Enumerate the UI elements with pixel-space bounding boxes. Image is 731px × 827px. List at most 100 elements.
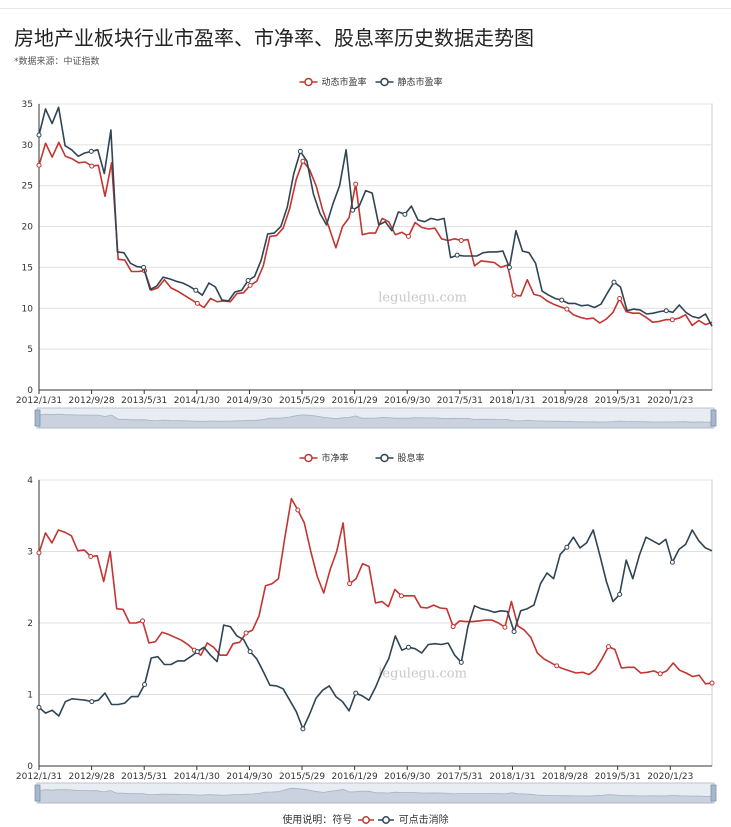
x-tick-label: 2019/5/31	[595, 396, 641, 406]
y-tick-label: 25	[22, 182, 33, 192]
data-point	[564, 544, 570, 550]
y-tick-label: 4	[27, 476, 33, 486]
data-zoom-slider[interactable]	[34, 407, 717, 429]
series-line-1	[38, 497, 713, 685]
x-tick-label: 2016/9/30	[384, 396, 430, 406]
x-tick-label: 2020/1/23	[647, 396, 693, 406]
x-tick-label: 2014/9/30	[226, 396, 272, 406]
usage-note-prefix: 使用说明：符号	[282, 815, 353, 826]
y-tick-label: 0	[27, 762, 33, 772]
legend-circle-icon	[380, 77, 389, 87]
zoom-handle-right[interactable]	[710, 784, 717, 802]
x-tick-label: 2012/9/28	[69, 396, 115, 406]
x-tick-label: 2016/1/29	[332, 772, 378, 782]
y-tick-label: 35	[22, 100, 33, 110]
data-point	[89, 699, 95, 705]
data-point	[605, 644, 611, 650]
data-point	[611, 279, 617, 285]
x-tick-label: 2015/5/29	[279, 396, 325, 406]
x-tick-label: 2014/9/30	[226, 772, 272, 782]
zoom-preview-area	[38, 787, 713, 804]
data-point	[300, 726, 306, 732]
data-point	[347, 581, 353, 587]
data-source-note: *数据来源：中证指数	[14, 57, 100, 67]
data-point	[617, 295, 623, 301]
y-tick-label: 30	[22, 141, 34, 151]
x-tick-label: 2013/5/31	[121, 396, 167, 406]
data-point	[194, 300, 200, 306]
data-point	[297, 148, 303, 154]
x-tick-label: 2018/9/28	[542, 772, 588, 782]
x-tick-label: 2018/1/31	[489, 772, 535, 782]
data-point	[88, 554, 94, 560]
zoom-handle-right[interactable]	[710, 409, 717, 427]
x-tick-label: 2014/1/30	[174, 396, 220, 406]
x-tick-label: 2016/1/29	[332, 396, 378, 406]
legend-circle-icon	[380, 453, 389, 463]
data-point	[295, 507, 301, 513]
legend-item-2[interactable]: 静态市盈率	[375, 76, 443, 88]
page-title: 房地产业板块行业市盈率、市净率、股息率历史数据走势图	[14, 26, 534, 50]
data-point	[564, 306, 570, 312]
data-point	[89, 163, 95, 169]
data-point	[709, 680, 715, 686]
watermark: legulegu.com	[378, 666, 467, 681]
legend-symbol-icon	[357, 816, 394, 824]
series-line-2	[38, 106, 713, 327]
x-tick-label: 2018/1/31	[489, 396, 535, 406]
x-tick-label: 2017/5/31	[437, 396, 483, 406]
data-point	[511, 292, 517, 298]
x-tick-label: 2012/1/31	[16, 396, 62, 406]
x-tick-label: 2018/9/28	[542, 396, 588, 406]
data-point	[36, 132, 42, 138]
data-point	[554, 663, 560, 669]
usage-note-suffix: 可点击消除	[398, 815, 449, 826]
data-point	[559, 297, 565, 303]
chart-panel-1: 0 5 10 15 20 25 30 35 2012/1/31 2012/9/28 2013/5/3…	[16, 76, 717, 429]
data-point	[458, 237, 464, 243]
y-tick-label: 10	[22, 304, 34, 314]
x-tick-label: 2012/1/31	[16, 772, 62, 782]
legend-label: 动态市盈率	[322, 76, 367, 88]
data-point	[247, 282, 253, 288]
data-point	[669, 317, 675, 323]
legend-label: 股息率	[398, 452, 425, 464]
legend-item-2[interactable]: 股息率	[375, 452, 425, 464]
legend-item-1[interactable]: 市净率	[299, 452, 349, 464]
y-tick-label: 3	[27, 548, 33, 558]
data-point	[402, 211, 408, 217]
data-zoom-slider[interactable]	[34, 782, 717, 804]
series-line-1	[38, 141, 713, 327]
data-point	[450, 624, 456, 630]
data-point	[405, 644, 411, 650]
x-tick-label: 2019/5/31	[595, 772, 641, 782]
data-point	[353, 181, 359, 187]
data-point	[350, 207, 356, 213]
x-tick-label: 2012/9/28	[69, 772, 115, 782]
legend-label: 市净率	[322, 452, 349, 464]
data-point	[36, 550, 42, 556]
data-point	[142, 681, 148, 687]
zoom-handle-left[interactable]	[34, 784, 41, 802]
data-point	[657, 671, 663, 677]
usage-note: 使用说明：符号 可点击消除	[0, 811, 731, 826]
x-tick-label: 2013/5/31	[121, 772, 167, 782]
x-tick-label: 2014/1/30	[174, 772, 220, 782]
y-tick-label: 15	[22, 263, 33, 273]
y-tick-label: 0	[27, 386, 33, 396]
data-point	[141, 264, 147, 270]
data-point	[405, 233, 411, 239]
chart-panel-2: 0 1 2 3 4 2012/1/31 2012/9/28 2013/5/31 2014/1/3…	[16, 452, 717, 804]
plot-frame	[38, 103, 713, 391]
data-point	[458, 659, 464, 665]
top-divider	[0, 0, 731, 9]
x-tick-label: 2015/5/29	[279, 772, 325, 782]
data-point	[140, 618, 146, 624]
data-point	[247, 649, 253, 655]
series-line-2	[38, 529, 713, 730]
zoom-handle-left[interactable]	[34, 409, 41, 427]
y-tick-label: 5	[27, 345, 33, 355]
data-point	[663, 308, 669, 314]
legend-item-1[interactable]: 动态市盈率	[299, 76, 367, 88]
